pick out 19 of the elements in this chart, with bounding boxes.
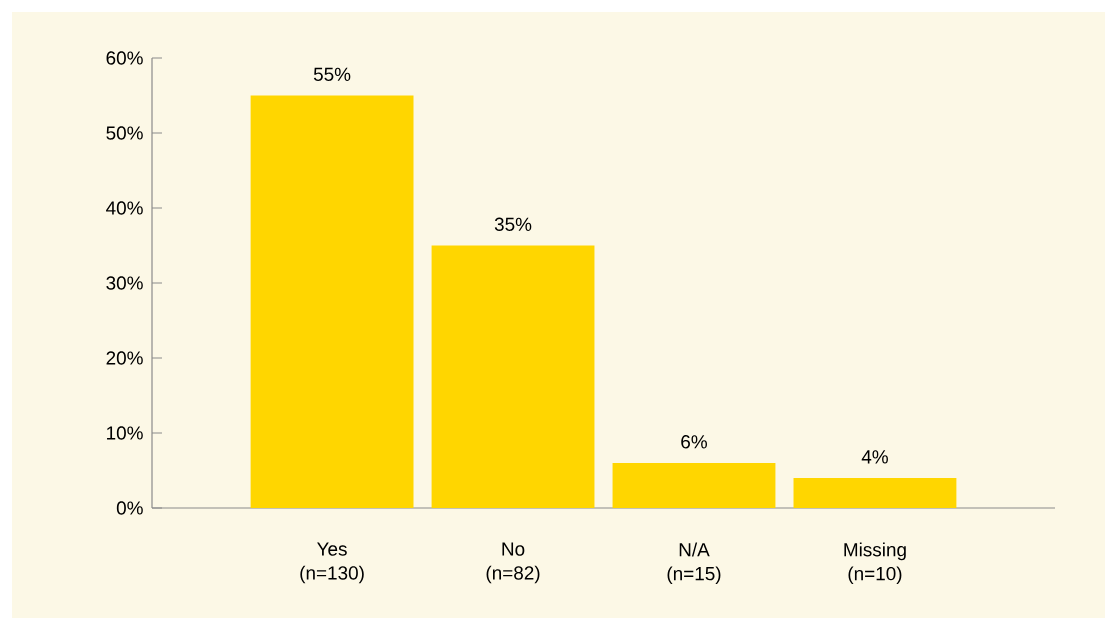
x-tick-label: Missing (n=10) [844, 542, 906, 585]
x-tick-label: Yes (n=130) [300, 542, 364, 584]
y-tick-label: 30% [106, 276, 143, 290]
data-label: 55% [313, 67, 351, 81]
data-label: 4% [861, 450, 888, 464]
y-tick-label: 60% [106, 51, 143, 65]
bar [612, 463, 776, 508]
data-label: 6% [681, 435, 707, 449]
x-tick-label: N/A (n=15) [667, 542, 721, 585]
bar [431, 245, 595, 508]
x-tick-label: No (n=82) [486, 542, 540, 584]
data-label: 35% [494, 217, 532, 231]
y-tick-label: 20% [106, 351, 143, 365]
bar [250, 95, 414, 508]
y-tick-label: 10% [107, 426, 143, 440]
y-tick-label: 50% [106, 126, 143, 140]
y-tick-label: 40% [106, 201, 143, 215]
y-tick-label: 0% [116, 501, 143, 515]
bar [793, 478, 957, 508]
